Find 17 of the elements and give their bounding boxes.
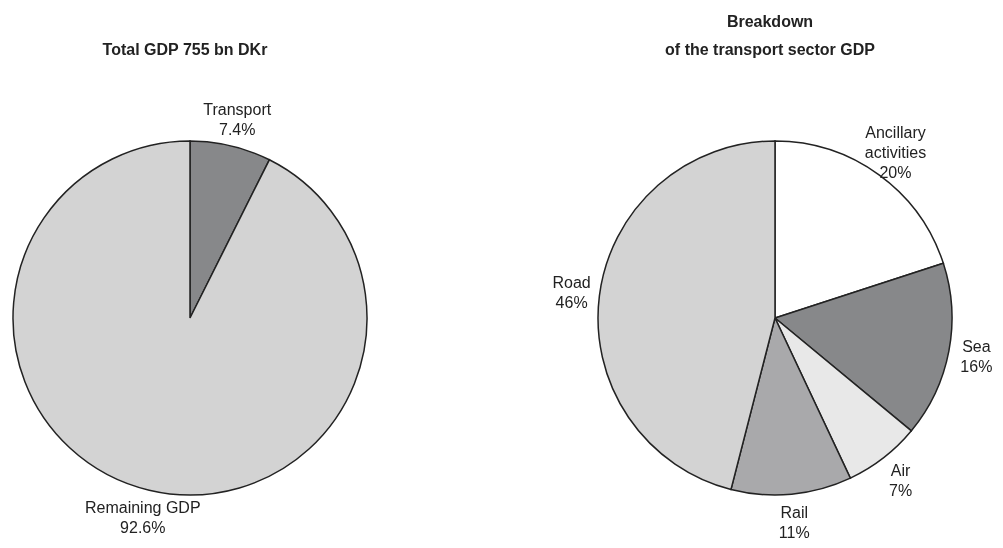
slice-label: Remaining GDP xyxy=(84,498,201,516)
chart-title: Total GDP 755 bn DKr xyxy=(101,40,269,60)
data-label: 7.4% xyxy=(219,120,256,138)
chart-title: Breakdown of the transport sector GDP xyxy=(664,12,876,60)
slice-label: Transport xyxy=(203,100,272,118)
slice-label: Road xyxy=(552,273,591,291)
data-label: 7% xyxy=(889,481,913,499)
data-label: 20% xyxy=(879,163,912,181)
pie-slice xyxy=(12,140,368,496)
data-label: 46% xyxy=(555,293,588,311)
slice-label: Sea xyxy=(962,337,991,355)
slice-label: Ancillary activities xyxy=(864,123,927,161)
data-label: 11% xyxy=(778,523,810,541)
slice-label: Rail xyxy=(780,503,809,521)
slice-label: Air xyxy=(890,461,912,479)
data-label: 92.6% xyxy=(120,518,166,536)
data-label: 16% xyxy=(960,357,993,375)
